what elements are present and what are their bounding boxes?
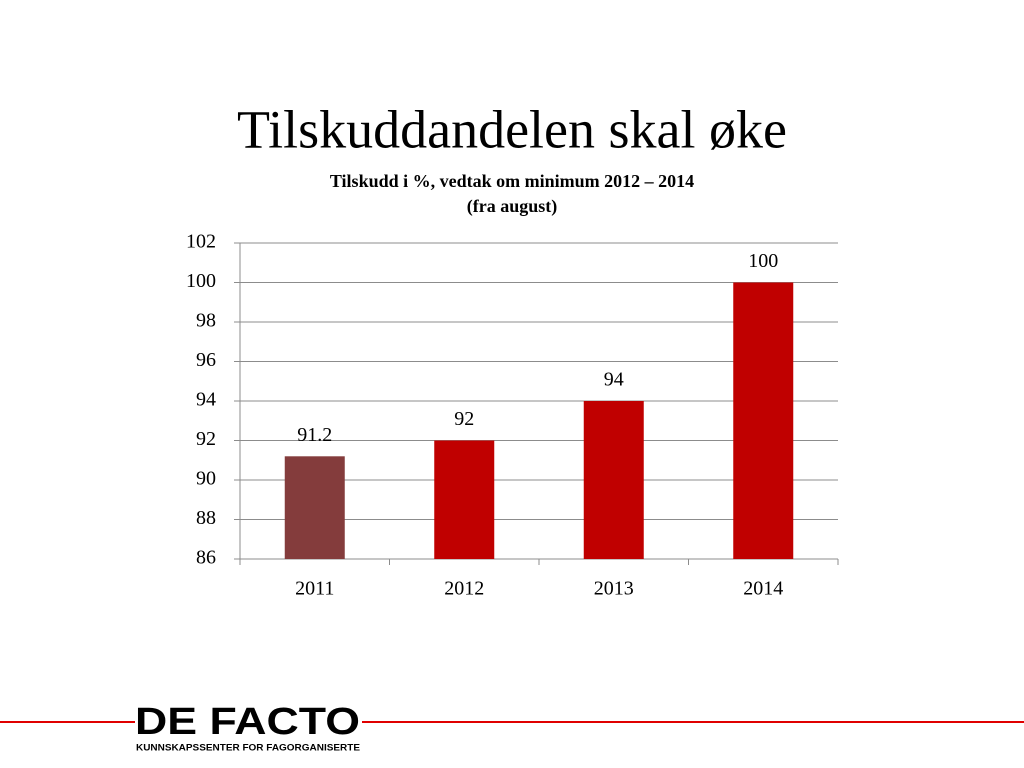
- y-tick-label: 96: [196, 349, 216, 371]
- data-label: 92: [454, 408, 474, 430]
- y-tick-label: 94: [196, 389, 216, 411]
- logo: DE FACTO: [135, 701, 360, 743]
- data-label: 91.2: [297, 424, 332, 446]
- data-label: 100: [748, 250, 778, 272]
- chart-subtitle: (fra august): [467, 196, 558, 217]
- bar: [733, 282, 794, 559]
- y-tick-label: 98: [196, 310, 216, 332]
- x-tick-label: 2012: [444, 578, 484, 600]
- y-tick-label: 100: [186, 270, 216, 292]
- y-tick-label: 92: [196, 428, 216, 450]
- y-tick-label: 102: [186, 231, 216, 253]
- y-tick-label: 90: [196, 468, 216, 490]
- x-tick-label: 2014: [743, 578, 783, 600]
- bar: [434, 440, 495, 559]
- bar: [284, 456, 345, 559]
- y-tick-label: 88: [196, 507, 216, 529]
- x-tick-label: 2013: [594, 578, 634, 600]
- y-tick-label: 86: [196, 547, 216, 569]
- data-label: 94: [604, 369, 624, 391]
- logo-tagline: KUNNSKAPSSENTER FOR FAGORGANISERTE: [136, 742, 360, 752]
- x-tick-label: 2011: [295, 578, 334, 600]
- bar: [583, 401, 644, 559]
- chart-subtitle: Tilskudd i %, vedtak om minimum 2012 – 2…: [330, 171, 694, 191]
- chart-title: Tilskuddandelen skal øke: [237, 99, 787, 159]
